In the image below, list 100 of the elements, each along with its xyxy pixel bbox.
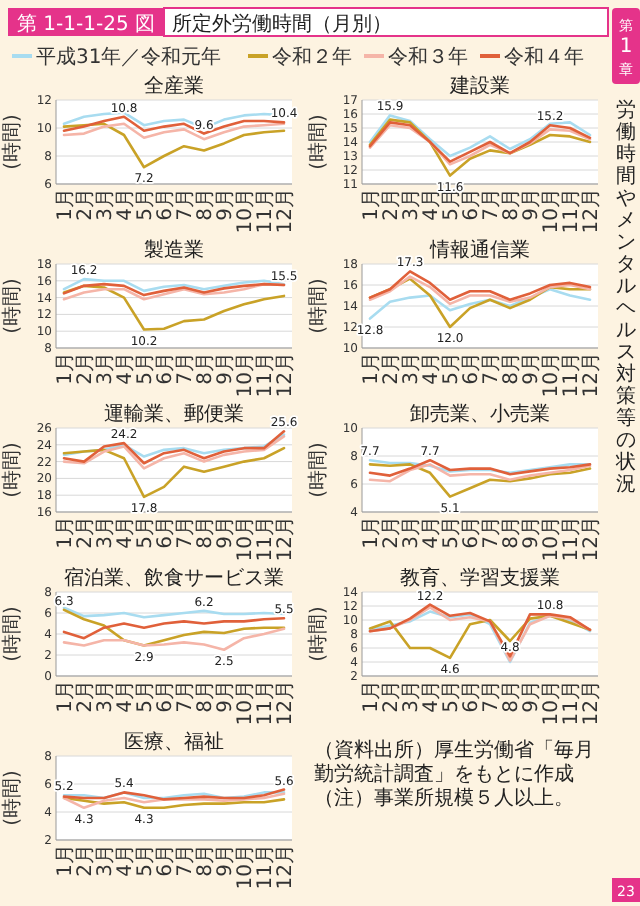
line-series	[368, 118, 592, 177]
chart-title: 宿泊業、飲食サービス業	[64, 566, 284, 590]
text: 第 1-1-1-25 図	[17, 12, 155, 36]
line-series	[368, 463, 592, 483]
x-tick-label: 10月	[541, 352, 563, 398]
x-tick-label: 2月	[381, 352, 403, 385]
x-tick-label: 10月	[235, 188, 257, 234]
x-tick-label: 5月	[135, 516, 157, 549]
x-tick-label: 6月	[155, 352, 177, 385]
x-tick-label: 5月	[441, 352, 463, 385]
x-tick-label: 9月	[215, 188, 237, 221]
y-axis-title: (時間)	[0, 114, 24, 170]
x-tick-label: 4月	[421, 680, 443, 713]
x-tick-label: 6月	[155, 680, 177, 713]
line-series	[62, 122, 286, 169]
x-tick-label: 2月	[75, 516, 97, 549]
x-tick-label: 1月	[361, 188, 383, 221]
x-tick-label: 3月	[401, 188, 423, 221]
x-tick-label: 11月	[255, 516, 277, 562]
x-tick-label: 9月	[521, 680, 543, 713]
x-tick-label: 3月	[95, 188, 117, 221]
x-tick-label: 8月	[501, 188, 523, 221]
text: 1	[619, 36, 633, 58]
x-tick-label: 8月	[195, 188, 217, 221]
line-series	[62, 284, 286, 331]
x-tick-label: 3月	[95, 844, 117, 877]
x-tick-label: 1月	[55, 188, 77, 221]
x-tick-label: 11月	[561, 352, 583, 398]
x-tick-label: 4月	[115, 516, 137, 549]
x-tick-label: 9月	[215, 352, 237, 385]
x-tick-label: 4月	[115, 352, 137, 385]
x-tick-label: 4月	[421, 352, 443, 385]
x-tick-label: 6月	[461, 352, 483, 385]
chart-title: 労働時間やメンタルヘルス対策等の状況	[616, 100, 636, 496]
y-axis-title: (時間)	[0, 442, 24, 498]
x-tick-label: 3月	[401, 352, 423, 385]
x-tick-label: 2月	[381, 680, 403, 713]
x-tick-label: 2月	[75, 188, 97, 221]
x-tick-label: 12月	[581, 188, 603, 234]
x-tick-label: 7月	[481, 680, 503, 713]
x-tick-label: 6月	[461, 516, 483, 549]
y-axis-title: (時間)	[306, 114, 330, 170]
x-tick-label: 12月	[581, 516, 603, 562]
x-tick-label: 7月	[175, 516, 197, 549]
x-tick-label: 1月	[55, 516, 77, 549]
x-tick-label: 9月	[215, 516, 237, 549]
line-series	[368, 287, 592, 320]
x-tick-label: 10月	[235, 352, 257, 398]
x-tick-label: 5月	[135, 352, 157, 385]
chart-title: 卸売業、小売業	[410, 402, 550, 426]
x-tick-label: 3月	[95, 352, 117, 385]
x-tick-label: 12月	[581, 680, 603, 726]
x-tick-label: 3月	[95, 680, 117, 713]
x-tick-label: 6月	[155, 516, 177, 549]
x-tick-label: 12月	[581, 352, 603, 398]
line-series	[62, 616, 286, 640]
x-tick-label: 7月	[481, 516, 503, 549]
x-tick-label: 4月	[115, 680, 137, 713]
x-tick-label: 10月	[541, 680, 563, 726]
x-tick-label: 8月	[501, 516, 523, 549]
x-tick-label: 12月	[275, 352, 297, 398]
x-tick-label: 5月	[441, 188, 463, 221]
x-tick-label: 7月	[175, 188, 197, 221]
x-tick-label: 11月	[255, 188, 277, 234]
text: （注）事業所規模５人以上。	[314, 786, 574, 810]
x-tick-label: 3月	[95, 516, 117, 549]
y-axis-title: (時間)	[306, 606, 330, 662]
chart-title: 医療、福祉	[124, 730, 224, 754]
x-tick-label: 11月	[561, 516, 583, 562]
x-tick-label: 2月	[381, 188, 403, 221]
y-axis-title: (時間)	[0, 278, 24, 334]
x-tick-label: 12月	[275, 844, 297, 890]
legend-label: 令和４年	[504, 45, 584, 69]
x-tick-label: 12月	[275, 680, 297, 726]
line-series	[368, 114, 592, 158]
x-tick-label: 1月	[55, 352, 77, 385]
x-tick-label: 7月	[481, 188, 503, 221]
chart-title: 運輸業、郵便業	[104, 402, 244, 426]
x-tick-label: 10月	[541, 188, 563, 234]
x-tick-label: 10月	[235, 680, 257, 726]
line-series	[62, 792, 286, 810]
x-tick-label: 3月	[401, 516, 423, 549]
y-axis-title: (時間)	[0, 606, 24, 662]
x-tick-label: 2月	[75, 352, 97, 385]
x-tick-label: 9月	[521, 188, 543, 221]
x-tick-label: 2月	[75, 680, 97, 713]
x-tick-label: 11月	[561, 680, 583, 726]
chart-title: 情報通信業	[428, 238, 530, 262]
x-tick-label: 7月	[481, 352, 503, 385]
x-tick-label: 11月	[561, 188, 583, 234]
line-series	[62, 446, 286, 499]
x-tick-label: 7月	[175, 844, 197, 877]
legend-label: 平成31年／令和元年	[36, 45, 222, 69]
y-axis-title: (時間)	[306, 278, 330, 334]
x-tick-label: 5月	[135, 844, 157, 877]
x-tick-label: 1月	[55, 844, 77, 877]
x-tick-label: 1月	[55, 680, 77, 713]
x-tick-label: 8月	[195, 352, 217, 385]
x-tick-label: 4月	[115, 188, 137, 221]
x-tick-label: 6月	[461, 680, 483, 713]
